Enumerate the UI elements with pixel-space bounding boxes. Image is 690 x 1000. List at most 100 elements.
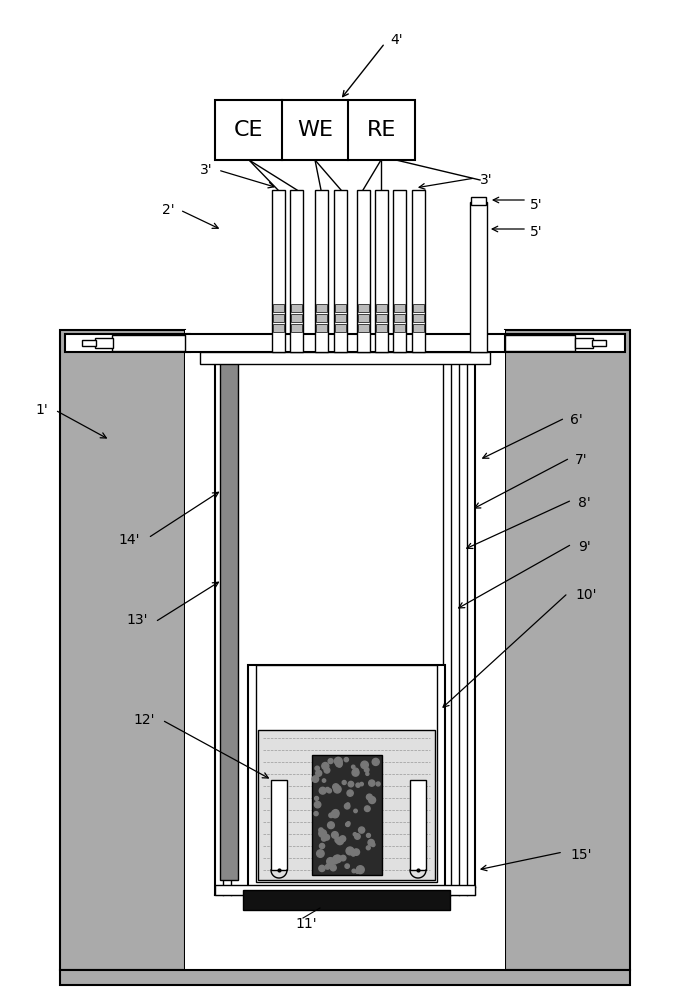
Text: 1': 1' xyxy=(35,403,48,417)
Circle shape xyxy=(361,761,368,769)
Bar xyxy=(243,890,450,910)
Bar xyxy=(335,304,346,312)
Circle shape xyxy=(317,850,324,857)
Bar xyxy=(358,314,369,322)
Circle shape xyxy=(325,787,330,792)
Circle shape xyxy=(322,779,326,782)
Circle shape xyxy=(355,834,360,839)
Bar xyxy=(220,352,238,880)
Circle shape xyxy=(344,804,350,809)
Circle shape xyxy=(328,759,333,764)
Bar xyxy=(273,314,284,322)
Circle shape xyxy=(319,865,325,872)
Circle shape xyxy=(364,806,370,812)
Circle shape xyxy=(368,780,375,786)
Circle shape xyxy=(372,758,380,765)
Circle shape xyxy=(335,837,341,843)
Circle shape xyxy=(333,855,341,863)
Text: 5': 5' xyxy=(530,225,542,239)
Text: 5': 5' xyxy=(530,198,542,212)
Circle shape xyxy=(325,865,330,869)
Bar xyxy=(290,190,303,352)
Text: 8': 8' xyxy=(578,496,591,510)
Text: 11': 11' xyxy=(295,917,317,931)
Circle shape xyxy=(348,781,354,787)
Bar xyxy=(394,314,405,322)
Circle shape xyxy=(324,767,330,773)
Text: 15': 15' xyxy=(570,848,591,862)
Circle shape xyxy=(342,780,346,784)
Bar xyxy=(505,335,575,351)
Circle shape xyxy=(355,870,359,873)
Circle shape xyxy=(315,796,319,800)
Circle shape xyxy=(314,812,318,816)
Circle shape xyxy=(366,794,373,800)
Text: CE: CE xyxy=(234,120,263,140)
Bar xyxy=(413,324,424,332)
Bar xyxy=(256,665,437,882)
Text: WE: WE xyxy=(297,120,333,140)
Circle shape xyxy=(353,849,359,855)
Circle shape xyxy=(347,822,350,825)
Text: 13': 13' xyxy=(126,613,148,627)
Circle shape xyxy=(346,847,354,855)
Bar xyxy=(273,304,284,312)
Bar xyxy=(185,334,505,352)
Circle shape xyxy=(345,864,349,868)
Circle shape xyxy=(324,835,330,840)
Circle shape xyxy=(315,766,319,770)
Bar xyxy=(376,324,387,332)
Bar xyxy=(358,304,369,312)
Text: 12': 12' xyxy=(133,713,155,727)
Circle shape xyxy=(338,763,342,767)
Circle shape xyxy=(352,769,359,776)
Bar xyxy=(312,755,382,875)
Bar xyxy=(258,730,435,880)
Text: 2': 2' xyxy=(162,203,175,217)
Circle shape xyxy=(346,803,350,806)
Bar xyxy=(272,190,285,352)
Circle shape xyxy=(376,782,380,786)
Circle shape xyxy=(368,839,374,846)
Bar xyxy=(316,314,327,322)
Bar xyxy=(393,190,406,352)
Circle shape xyxy=(340,855,346,861)
Bar xyxy=(412,190,425,352)
Circle shape xyxy=(335,757,342,765)
Bar xyxy=(505,334,625,352)
Bar xyxy=(410,780,426,870)
Circle shape xyxy=(353,833,357,836)
Bar xyxy=(376,304,387,312)
Circle shape xyxy=(331,810,339,818)
Circle shape xyxy=(352,869,355,873)
Circle shape xyxy=(371,843,375,847)
Bar xyxy=(215,100,415,160)
Circle shape xyxy=(368,797,375,804)
Bar xyxy=(335,314,346,322)
Circle shape xyxy=(357,866,364,874)
Circle shape xyxy=(328,861,332,865)
Circle shape xyxy=(319,843,324,849)
Bar xyxy=(185,330,505,970)
Bar xyxy=(394,324,405,332)
Bar xyxy=(376,314,387,322)
Circle shape xyxy=(322,836,326,841)
Bar xyxy=(413,314,424,322)
Circle shape xyxy=(322,762,329,770)
Circle shape xyxy=(366,833,371,837)
Circle shape xyxy=(333,785,341,793)
Circle shape xyxy=(364,768,369,772)
Circle shape xyxy=(332,832,338,838)
Circle shape xyxy=(333,784,339,790)
Bar xyxy=(112,335,185,351)
Circle shape xyxy=(319,830,326,837)
Bar xyxy=(215,885,475,895)
Circle shape xyxy=(353,768,359,774)
Text: 4': 4' xyxy=(390,33,403,47)
Circle shape xyxy=(366,772,369,775)
Bar xyxy=(291,324,302,332)
Circle shape xyxy=(346,822,350,826)
Circle shape xyxy=(351,765,355,769)
Bar xyxy=(60,330,185,970)
Bar xyxy=(200,352,490,364)
